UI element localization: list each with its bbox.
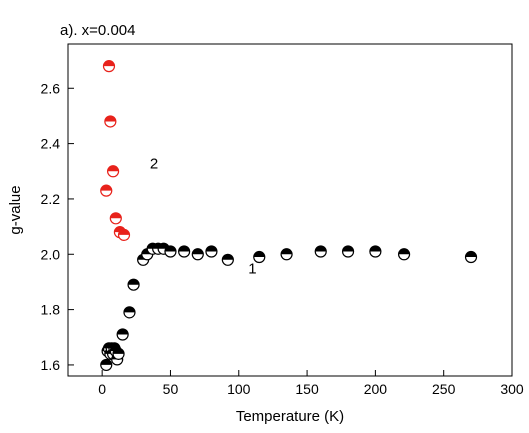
y-tick-label: 1.8 xyxy=(41,302,61,318)
data-point-series-2 xyxy=(106,165,120,178)
data-point-series-1 xyxy=(464,250,478,264)
data-point-series-2 xyxy=(109,212,122,225)
y-tick-label: 2.6 xyxy=(41,80,61,96)
plot-frame xyxy=(67,43,513,377)
data-point-series-1 xyxy=(123,306,136,319)
data-point-series-1 xyxy=(369,245,382,258)
y-axis-ticks: 1.6 1.8 2.0 2.2 2.4 2.6 xyxy=(41,80,74,373)
x-tick-label: 150 xyxy=(295,381,319,397)
data-point-series-2 xyxy=(102,60,116,73)
x-tick-label: 50 xyxy=(163,381,179,397)
annotations: 12 xyxy=(150,156,257,278)
x-tick-label: 200 xyxy=(364,381,388,397)
data-point-series-1 xyxy=(280,248,293,261)
x-tick-label: 100 xyxy=(227,381,251,397)
data-point-series-1 xyxy=(397,248,411,261)
data-point-series-1 xyxy=(314,245,327,258)
data-points xyxy=(100,60,478,372)
data-point-series-1 xyxy=(191,248,204,261)
annotation-label: 1 xyxy=(248,261,256,278)
data-point-series-1 xyxy=(178,245,191,258)
data-point-series-2 xyxy=(117,228,131,241)
data-point-series-1 xyxy=(127,278,140,291)
x-tick-label: 0 xyxy=(98,381,106,397)
data-point-series-1 xyxy=(253,250,266,264)
data-point-series-1 xyxy=(116,328,129,341)
chart-title: a). x=0.004 xyxy=(60,22,135,39)
data-point-series-1 xyxy=(112,347,125,360)
data-point-series-2 xyxy=(104,115,117,128)
x-tick-label: 300 xyxy=(500,381,524,397)
x-axis-label: Temperature (K) xyxy=(236,408,344,425)
y-tick-label: 2.0 xyxy=(41,246,61,262)
y-tick-label: 2.4 xyxy=(41,136,61,152)
data-point-series-1 xyxy=(100,358,113,372)
y-axis-label: g-value xyxy=(7,185,24,234)
x-axis-ticks: 0 50 100 150 200 250 300 xyxy=(98,370,524,397)
data-point-series-1 xyxy=(341,245,355,258)
y-tick-label: 2.2 xyxy=(41,191,61,207)
data-point-series-1 xyxy=(164,245,177,258)
x-tick-label: 250 xyxy=(432,381,456,397)
data-point-series-1 xyxy=(205,245,218,258)
data-point-series-2 xyxy=(100,184,113,197)
y-tick-label: 1.6 xyxy=(41,357,61,373)
data-point-series-1 xyxy=(221,253,234,266)
annotation-label: 2 xyxy=(150,156,158,173)
